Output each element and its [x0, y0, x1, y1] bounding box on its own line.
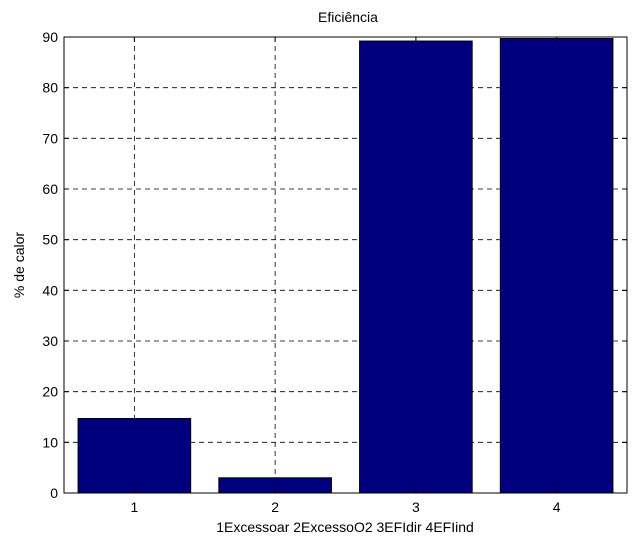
y-tick-label: 20: [42, 384, 58, 400]
y-tick-label: 90: [42, 29, 58, 45]
y-tick-label: 40: [42, 282, 58, 298]
y-tick-label: 60: [42, 181, 58, 197]
x-tick-label: 3: [412, 499, 420, 515]
bar-3: [359, 40, 473, 494]
bars: [77, 38, 614, 494]
chart-title: Eficiência: [318, 9, 378, 25]
plot-frame: [63, 36, 628, 494]
x-tick-label: 4: [553, 499, 561, 515]
x-axis-label: 1Excessoar 2ExcessoO2 3EFIdir 4EFIind: [216, 519, 474, 535]
x-tick-label: 1: [130, 499, 138, 515]
y-tick-label: 30: [42, 333, 58, 349]
x-tick-label: 2: [271, 499, 279, 515]
y-axis-label: % de calor: [11, 232, 27, 298]
bar-1: [77, 418, 192, 494]
y-tick-label: 0: [50, 485, 58, 501]
y-tick-label: 10: [42, 434, 58, 450]
y-tick-label: 50: [42, 232, 58, 248]
y-tick-label: 70: [42, 130, 58, 146]
bar-4: [499, 38, 614, 494]
y-axis-ticks: 0 10 20 30 40 50 60 70 80 90: [42, 29, 627, 501]
x-axis-ticks: 1 2 3 4: [130, 37, 561, 515]
y-tick-label: 80: [42, 80, 58, 96]
